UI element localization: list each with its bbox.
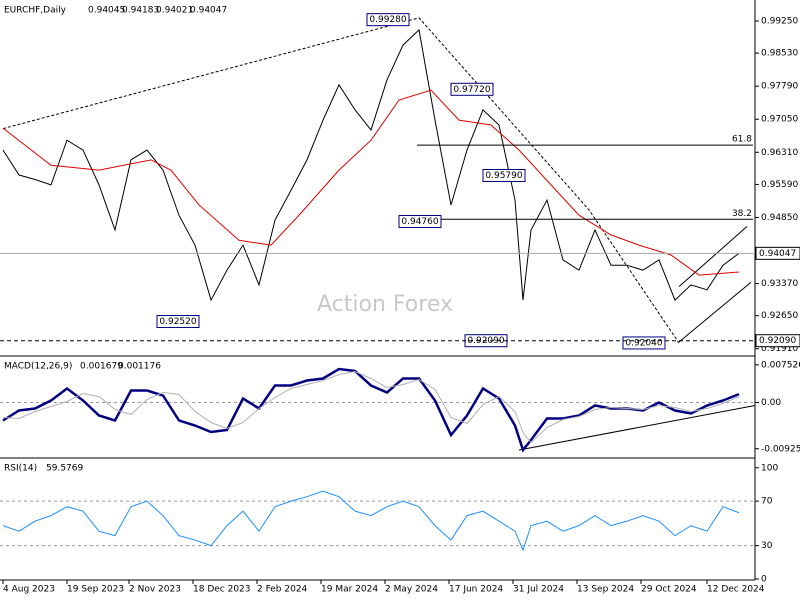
- x-tick-label: 17 Jun 2024: [449, 585, 503, 595]
- annotation-label: 0.97720: [453, 85, 490, 95]
- indicator-value: 59.5769: [46, 464, 83, 474]
- y-tick-label: 30: [761, 541, 773, 551]
- annotation-box: [622, 336, 666, 350]
- series-line: [2, 490, 740, 552]
- header-text: 0.94183: [122, 6, 159, 16]
- x-tick-label: 29 Oct 2024: [641, 585, 697, 595]
- y-tick-label: 0.96310: [761, 148, 798, 158]
- level-annotation: 0.95790: [482, 168, 526, 182]
- y-tick-label: 0.97790: [761, 82, 798, 92]
- level-annotation: 0.94760: [398, 214, 442, 228]
- indicator-title: RSI(14): [4, 464, 37, 474]
- level-annotation: 0.97720: [450, 82, 494, 96]
- header-text: 0.94045: [88, 6, 125, 16]
- y-tick-label: 0.99250: [761, 16, 798, 26]
- support-axis-box: [755, 334, 800, 348]
- series-line: [2, 89, 740, 276]
- x-tick-label: 2 Nov 2023: [129, 585, 181, 595]
- y-tick-label: 0.98530: [761, 49, 798, 59]
- level-annotation: 0.92040: [622, 336, 666, 350]
- y-tick-label: 0.00: [761, 398, 781, 408]
- x-tick-label: 31 Jul 2024: [513, 585, 564, 595]
- annotation-label: 0.99280: [369, 15, 406, 25]
- indicator-value: 0.001176: [118, 362, 161, 372]
- y-tick-label: 70: [761, 497, 773, 507]
- x-tick-label: 19 Sep 2023: [67, 585, 124, 595]
- annotation-label: 0.92520: [159, 317, 196, 327]
- y-tick-label: 100: [761, 463, 778, 473]
- y-tick-label: 0.94850: [761, 213, 798, 223]
- y-tick-label: 0: [761, 575, 767, 585]
- annotation-box: [482, 168, 526, 182]
- trendline: [518, 405, 756, 451]
- y-tick-label: 0.95590: [761, 180, 798, 190]
- trendline: [2, 17, 680, 344]
- trendline: [678, 281, 752, 343]
- series-line: [2, 367, 740, 453]
- fib-label: 61.8: [732, 135, 752, 145]
- header-text: 0.94047: [190, 6, 227, 16]
- y-tick-label: 0.93370: [761, 279, 798, 289]
- y-tick-label: -0.009252: [761, 444, 800, 454]
- annotation-box: [156, 315, 200, 329]
- x-tick-label: 4 Aug 2023: [3, 585, 55, 595]
- header-text: EURCHF,Daily: [4, 6, 67, 16]
- x-tick-label: 2 May 2024: [385, 585, 438, 595]
- x-tick-label: 12 Dec 2024: [707, 585, 765, 595]
- y-tick-label: 0.007526: [761, 360, 800, 370]
- fib-label: 38.2: [732, 209, 752, 219]
- annotation-label: 0.94760: [401, 217, 438, 227]
- y-tick-label: 0.97050: [761, 115, 798, 125]
- annotation-label: 0.95790: [485, 171, 522, 181]
- indicator-value: 0.001679: [80, 362, 123, 372]
- x-tick-label: 19 Mar 2024: [321, 585, 378, 595]
- annotation-label: 0.92040: [625, 338, 662, 348]
- support-axis-label: 0.92090: [759, 336, 796, 346]
- watermark: Action Forex: [317, 292, 453, 317]
- last-price-box: [755, 246, 800, 260]
- annotation-box: [398, 214, 442, 228]
- annotation-box: [450, 82, 494, 96]
- trendline: [678, 226, 748, 288]
- y-tick-label: 0.91910: [761, 344, 798, 354]
- x-tick-label: 13 Sep 2024: [577, 585, 634, 595]
- y-tick-label: 0.92650: [761, 311, 798, 321]
- annotation-box: [366, 13, 410, 27]
- series-line: [2, 28, 740, 302]
- level-annotation: 0.99280: [366, 13, 410, 27]
- series-line: [2, 370, 740, 444]
- last-price-label: 0.94047: [759, 249, 796, 259]
- level-annotation: 0.92520: [156, 315, 200, 329]
- indicator-title: MACD(12,26,9): [4, 362, 72, 372]
- header-text: 0.94021: [156, 6, 193, 16]
- x-tick-label: 18 Dec 2023: [193, 585, 251, 595]
- x-tick-label: 2 Feb 2024: [257, 585, 308, 595]
